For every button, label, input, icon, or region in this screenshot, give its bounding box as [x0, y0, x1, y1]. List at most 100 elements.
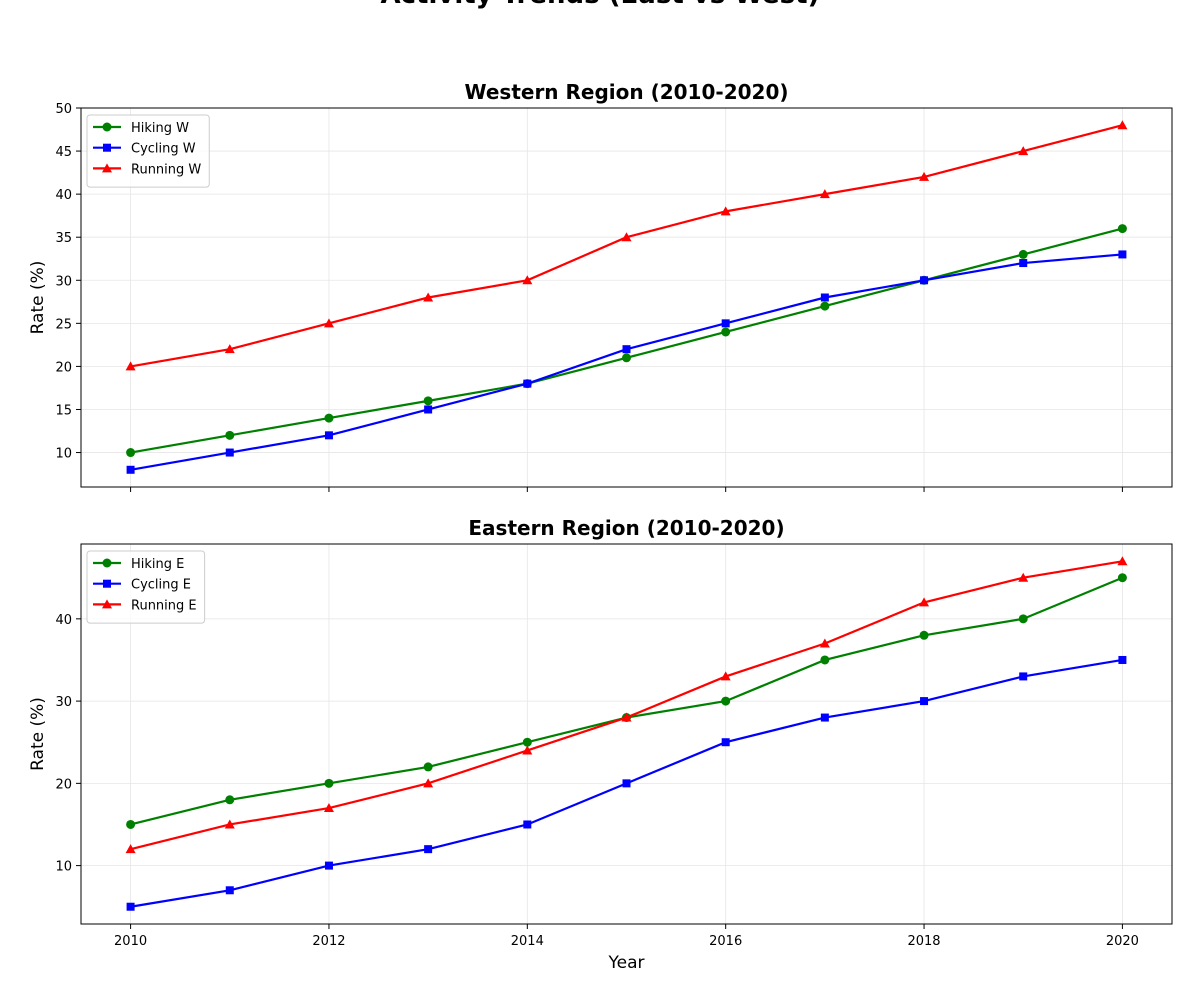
subplot-title: Western Region (2010-2020) [465, 80, 789, 104]
x-tick-label: 2012 [312, 934, 345, 949]
y-tick-label: 35 [55, 231, 72, 246]
marker [1018, 249, 1028, 259]
series-line [130, 227, 1123, 454]
marker [819, 638, 830, 648]
marker [920, 697, 929, 706]
marker [225, 795, 235, 805]
marker [225, 886, 234, 895]
marker [324, 431, 333, 440]
marker [126, 465, 135, 474]
marker [1018, 614, 1028, 624]
marker [1018, 572, 1029, 582]
series-line [130, 560, 1123, 851]
marker [125, 844, 136, 854]
marker [522, 737, 532, 747]
marker [820, 301, 830, 311]
marker [1117, 573, 1127, 583]
y-tick-label: 40 [55, 613, 72, 628]
legend-label: Running W [131, 162, 201, 177]
y-tick-label: 10 [55, 860, 72, 875]
marker [820, 655, 830, 665]
marker [1019, 672, 1028, 681]
y-tick-label: 25 [55, 317, 72, 332]
marker [622, 345, 631, 354]
legend-marker [103, 579, 111, 588]
marker [621, 232, 632, 242]
x-tick-label: 2020 [1106, 934, 1139, 949]
marker [1118, 655, 1127, 664]
marker [721, 696, 731, 706]
y-axis-label: Rate (%) [28, 697, 48, 771]
legend-label: Hiking E [131, 557, 184, 572]
legend-marker [103, 143, 111, 152]
marker [324, 413, 334, 423]
marker [919, 630, 929, 640]
marker [523, 820, 532, 829]
legend-label: Hiking W [131, 121, 189, 136]
marker [423, 762, 433, 772]
figure-title: Activity Trends (East vs West) [381, 0, 820, 10]
legend-marker [102, 122, 112, 132]
marker [920, 276, 929, 285]
marker [523, 379, 532, 388]
marker [720, 206, 731, 216]
marker [126, 448, 136, 458]
marker [323, 318, 334, 328]
marker [820, 293, 829, 302]
legend-marker [102, 599, 112, 609]
marker [324, 861, 333, 870]
marker [1018, 146, 1029, 156]
subplot-title: Eastern Region (2010-2020) [468, 516, 784, 540]
plot-frame [80, 107, 1173, 488]
x-tick-label: 2018 [907, 934, 940, 949]
marker [720, 671, 731, 681]
marker [424, 405, 433, 414]
legend: Hiking E Cycling E Running E [86, 550, 206, 624]
marker [126, 902, 135, 911]
y-tick-label: 30 [55, 274, 72, 289]
x-axis-label: Year [608, 953, 645, 973]
marker [1118, 250, 1127, 259]
marker [522, 745, 533, 755]
marker [522, 275, 533, 285]
legend-label: Running E [131, 598, 197, 613]
y-tick-label: 15 [55, 403, 72, 418]
marker [919, 597, 930, 607]
marker [721, 319, 730, 328]
y-tick-label: 20 [55, 777, 72, 792]
marker [721, 738, 730, 747]
marker [1117, 120, 1128, 130]
series-line [130, 124, 1123, 368]
marker [721, 327, 731, 337]
y-axis-label: Rate (%) [28, 261, 48, 335]
legend-marker [102, 163, 112, 173]
marker [919, 171, 930, 181]
plot-frame [80, 543, 1173, 925]
marker [820, 713, 829, 722]
x-tick-label: 2010 [114, 934, 147, 949]
marker [126, 819, 136, 829]
marker [1117, 556, 1128, 566]
x-tick-label: 2014 [511, 934, 544, 949]
y-tick-label: 30 [55, 695, 72, 710]
legend-label: Cycling E [131, 578, 191, 593]
marker [423, 778, 434, 788]
marker [323, 803, 334, 813]
marker [424, 845, 433, 854]
y-tick-label: 45 [55, 145, 72, 160]
y-tick-label: 20 [55, 360, 72, 375]
marker [1117, 224, 1127, 234]
marker [224, 819, 235, 829]
marker [225, 430, 235, 440]
x-tick-label: 2016 [709, 934, 742, 949]
marker [423, 396, 433, 406]
marker [224, 344, 235, 354]
marker [1019, 259, 1028, 268]
marker [125, 361, 136, 371]
marker [621, 712, 632, 722]
marker [622, 353, 631, 363]
marker [324, 778, 334, 788]
y-tick-label: 40 [55, 188, 72, 203]
